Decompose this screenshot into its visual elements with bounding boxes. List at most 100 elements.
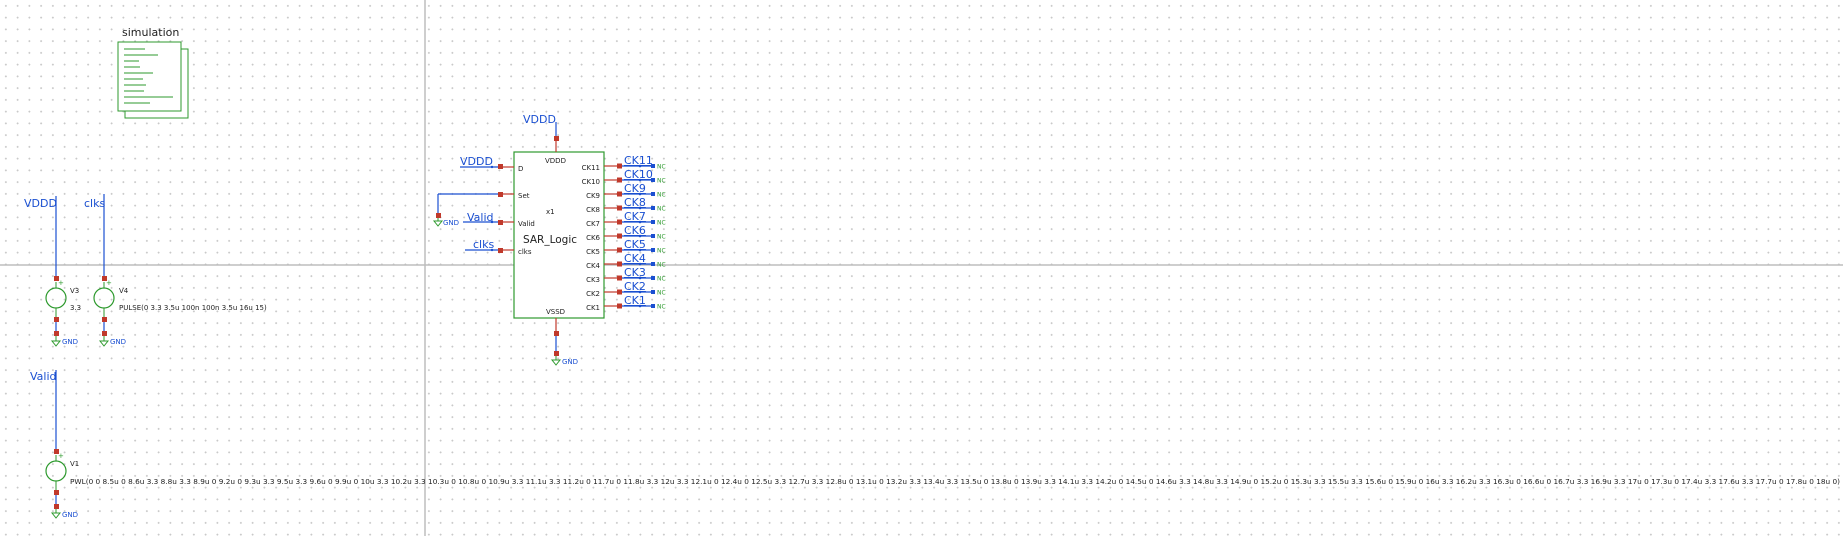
simulation-text-lines <box>124 48 173 104</box>
output-pin-ck9[interactable] <box>617 191 622 197</box>
output-label-ck11: CK11 <box>624 154 653 167</box>
wire-dot-ck7 <box>638 220 642 224</box>
sar-logic-instance[interactable]: VDDD VSSD x1 SAR_Logic D Set Valid clks … <box>513 151 605 319</box>
wire-dot-ck10 <box>638 178 642 182</box>
output-label-ck7: CK7 <box>624 210 646 223</box>
d-input-connection[interactable]: VDDD <box>460 155 514 169</box>
output-label-ck2: CK2 <box>624 280 646 293</box>
set-gnd-label: GND <box>443 219 459 227</box>
output-label-ck6: CK6 <box>624 224 646 237</box>
v1-pin-bottom[interactable] <box>54 490 59 495</box>
pin-label-ck9: CK9 <box>586 192 600 200</box>
vddd-top-label: VDDD <box>523 113 556 126</box>
no-connect-ck5: NC <box>657 248 666 255</box>
simulation-title: simulation <box>122 26 179 39</box>
v4-net-label: clks <box>84 197 105 210</box>
output-pin-ck3[interactable] <box>617 275 622 281</box>
v3-plus-sign: + <box>58 279 64 287</box>
set-pin[interactable] <box>498 192 503 197</box>
junction-ck11 <box>651 164 655 168</box>
valid-pin[interactable] <box>498 220 503 225</box>
set-input-connection[interactable]: GND <box>432 192 514 227</box>
v3-pin-bottom[interactable] <box>54 317 59 322</box>
pin-label-ck7: CK7 <box>586 220 600 228</box>
pin-label-ck6: CK6 <box>586 234 600 242</box>
wire-dot-ck6 <box>638 234 642 238</box>
valid-input-connection[interactable]: Valid <box>463 211 514 225</box>
v3-gnd-label: GND <box>62 338 78 346</box>
output-label-ck9: CK9 <box>624 182 646 195</box>
vddd-top-connection[interactable]: VDDD <box>523 113 559 152</box>
vddd-top-pin[interactable] <box>554 136 559 141</box>
output-pin-ck1[interactable] <box>617 303 622 309</box>
pin-label-vssd: VSSD <box>546 308 565 316</box>
pin-label-ck8: CK8 <box>586 206 600 214</box>
v1-plus-sign: + <box>58 452 64 460</box>
wire-dot-ck4 <box>638 262 642 266</box>
junction-ck3 <box>651 276 655 280</box>
source-v1[interactable]: Valid + V1 PWL(0 0 8.5u 0 8.6u 3.3 8.8u … <box>30 370 1840 519</box>
output-pin-ck7[interactable] <box>617 219 622 225</box>
no-connect-ck11: NC <box>657 164 666 171</box>
sar-logic-body[interactable] <box>513 151 605 319</box>
v4-plus-sign: + <box>106 279 112 287</box>
vssd-pin[interactable] <box>554 331 559 336</box>
no-connect-ck10: NC <box>657 178 666 185</box>
junction-ck2 <box>651 290 655 294</box>
output-pin-ck10[interactable] <box>617 177 622 183</box>
output-label-ck1: CK1 <box>624 294 646 307</box>
d-pin[interactable] <box>498 164 503 169</box>
clks-input-connection[interactable]: clks <box>465 238 514 253</box>
output-pin-ck2[interactable] <box>617 289 622 295</box>
output-pin-ck6[interactable] <box>617 233 622 239</box>
v4-pin-bottom[interactable] <box>102 317 107 322</box>
wire-dot-ck2 <box>638 290 642 294</box>
vssd-ground-connection[interactable]: GND <box>550 318 578 366</box>
clks-pin[interactable] <box>498 248 503 253</box>
output-nets[interactable]: NC CK11 NC CK10 NC CK9 NC CK8 NC CK7 NC CK6 NC CK5 NC C… <box>604 154 666 311</box>
junction-ck7 <box>651 220 655 224</box>
no-connect-ck2: NC <box>657 290 666 297</box>
pin-label-ck11: CK11 <box>582 164 600 172</box>
v3-symbol <box>45 287 67 309</box>
output-pin-ck4[interactable] <box>617 261 622 267</box>
pin-label-ck2: CK2 <box>586 290 600 298</box>
instance-name: SAR_Logic <box>523 234 577 246</box>
v1-value: PWL(0 0 8.5u 0 8.6u 3.3 8.8u 3.3 8.9u 0 … <box>70 478 1840 486</box>
output-label-ck5: CK5 <box>624 238 646 251</box>
v4-pin-top[interactable] <box>102 276 107 281</box>
output-pin-ck11[interactable] <box>617 163 622 169</box>
junction-ck5 <box>651 248 655 252</box>
wire-dot-ck1 <box>638 304 642 308</box>
v1-gnd-label: GND <box>62 511 78 519</box>
v3-pin-top[interactable] <box>54 276 59 281</box>
pin-label-vddd: VDDD <box>545 157 566 165</box>
clks-input-label: clks <box>473 238 494 251</box>
v1-pin-top[interactable] <box>54 449 59 454</box>
pin-label-ck3: CK3 <box>586 276 600 284</box>
source-v4[interactable]: clks + V4 PULSE(0 3.3 3.5u 100n 100n 3.5… <box>84 194 267 347</box>
output-pin-ck5[interactable] <box>617 247 622 253</box>
no-connect-ck7: NC <box>657 220 666 227</box>
pin-label-set: Set <box>518 192 530 200</box>
junction-ck8 <box>651 206 655 210</box>
no-connect-ck6: NC <box>657 234 666 241</box>
valid-input-label: Valid <box>467 211 494 224</box>
v4-symbol <box>93 287 115 309</box>
output-pin-ck8[interactable] <box>617 205 622 211</box>
source-v3[interactable]: VDDD + V3 3.3 GND <box>24 196 81 347</box>
pin-label-clks: clks <box>518 248 532 256</box>
right-pin-labels: CK11 CK10 CK9 CK8 CK7 CK6 CK5 CK4 CK3 CK… <box>582 164 601 312</box>
simulation-block[interactable]: simulation <box>117 26 189 119</box>
v3-net-label: VDDD <box>24 197 57 210</box>
junction-ck6 <box>651 234 655 238</box>
output-label-ck3: CK3 <box>624 266 646 279</box>
junction-ck10 <box>651 178 655 182</box>
no-connect-ck4: NC <box>657 262 666 269</box>
v4-name: V4 <box>119 287 129 295</box>
pin-label-ck4: CK4 <box>586 262 600 270</box>
instance-ref: x1 <box>546 208 555 216</box>
no-connect-ck9: NC <box>657 192 666 199</box>
